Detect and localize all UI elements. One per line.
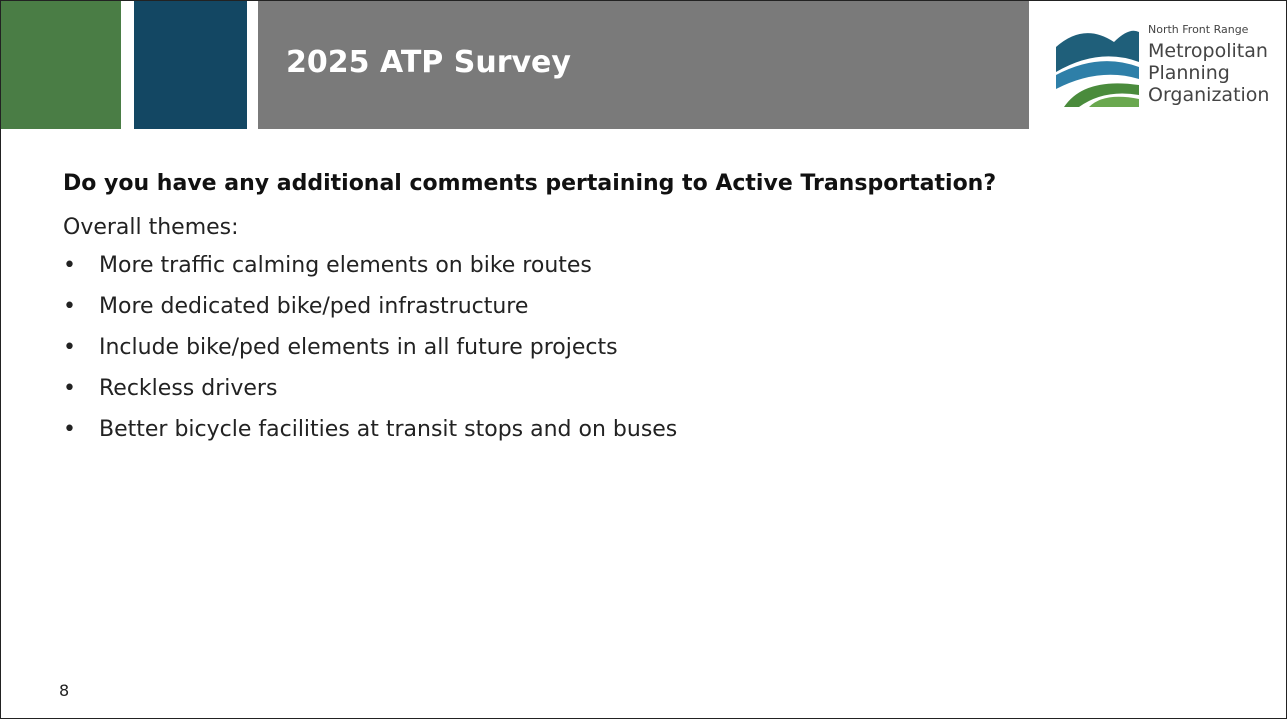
logo: North Front Range Metropolitan Planning …	[1056, 23, 1269, 107]
green-block	[1, 1, 121, 129]
blue-block	[134, 1, 247, 129]
bullet: More dedicated bike/ped infrastructure	[63, 286, 677, 327]
intro: Overall themes:	[63, 215, 239, 240]
logo-line: Metropolitan	[1148, 40, 1268, 62]
bullet: Reckless drivers	[63, 368, 677, 409]
bullet: Better bicycle facilities at transit sto…	[63, 409, 677, 450]
bullet-list: More traffic calming elements on bike ro…	[63, 245, 677, 450]
title-bar	[258, 1, 1029, 129]
bullet: More traffic calming elements on bike ro…	[63, 245, 677, 286]
slide-title: 2025 ATP Survey	[286, 45, 571, 80]
page-number: 8	[59, 681, 70, 700]
logo-line: Organization	[1148, 84, 1269, 106]
bullet: Include bike/ped elements in all future …	[63, 327, 677, 368]
logo-small: North Front Range	[1148, 23, 1249, 36]
question: Do you have any additional comments pert…	[63, 171, 997, 196]
logo-line: Planning	[1148, 62, 1230, 84]
